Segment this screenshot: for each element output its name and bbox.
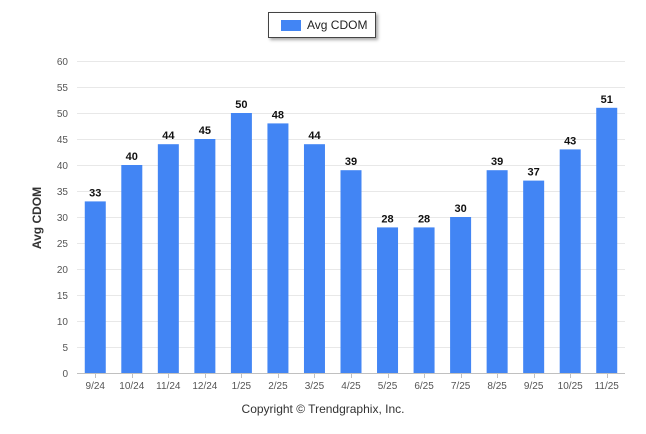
- x-tick-label: 10/25: [558, 381, 583, 392]
- x-tick-label: 5/25: [378, 381, 398, 392]
- y-tick-label: 35: [57, 187, 69, 198]
- legend-swatch: [281, 20, 301, 31]
- x-tick-label: 11/25: [595, 381, 620, 392]
- bar: [303, 144, 325, 373]
- data-label: 44: [308, 130, 321, 142]
- bar: [559, 149, 581, 373]
- x-tick-label: 7/25: [451, 381, 471, 392]
- y-tick-label: 30: [57, 213, 69, 224]
- y-tick-label: 50: [57, 109, 69, 120]
- data-label: 37: [528, 167, 540, 179]
- y-tick-label: 15: [57, 291, 69, 302]
- legend-label: Avg CDOM: [307, 18, 368, 32]
- y-tick-label: 10: [57, 317, 69, 328]
- x-tick-label: 11/24: [156, 381, 181, 392]
- y-axis-ticks: 0 5 10 15 20 25 30 35 40 45 50 55 60: [57, 57, 69, 380]
- bar: [486, 170, 508, 373]
- legend[interactable]: Avg CDOM: [268, 12, 376, 38]
- data-labels: 33 40 44 45 50 48 44 39 28 28 30 39 37 43 51: [89, 94, 613, 226]
- y-axis-label: Avg CDOM: [30, 186, 44, 250]
- x-tick-label: 10/24: [119, 381, 144, 392]
- data-label: 44: [162, 130, 175, 142]
- y-tick-label: 60: [57, 57, 69, 68]
- data-label: 51: [601, 94, 613, 106]
- data-label: 30: [454, 203, 466, 215]
- y-tick-label: 55: [57, 83, 69, 94]
- bar: [230, 113, 252, 373]
- data-label: 28: [381, 213, 393, 225]
- x-tick-label: 9/25: [524, 381, 544, 392]
- bar: [157, 144, 179, 373]
- bar: [194, 139, 216, 373]
- x-tick-label: 1/25: [232, 381, 252, 392]
- x-tick-label: 3/25: [305, 381, 325, 392]
- x-tick-label: 9/24: [86, 381, 106, 392]
- y-tick-label: 45: [57, 135, 69, 146]
- data-label: 43: [564, 135, 576, 147]
- data-label: 50: [235, 99, 247, 111]
- bar: [84, 201, 106, 373]
- bar: [413, 227, 435, 373]
- data-label: 48: [272, 109, 284, 121]
- bar: [377, 227, 399, 373]
- data-label: 40: [126, 151, 138, 163]
- bar: [596, 107, 618, 374]
- x-axis-ticks: 9/24 10/24 11/24 12/24 1/25 2/25 3/25 4/25 5/25 6…: [86, 373, 620, 392]
- x-tick-label: 2/25: [268, 381, 288, 392]
- x-tick-label: 6/25: [414, 381, 434, 392]
- data-label: 28: [418, 213, 430, 225]
- bar: [340, 170, 362, 373]
- y-tick-label: 5: [62, 343, 68, 354]
- x-tick-label: 8/25: [487, 381, 507, 392]
- bar: [450, 217, 472, 373]
- copyright-text: Copyright © Trendgraphix, Inc.: [241, 402, 405, 416]
- data-label: 39: [345, 156, 357, 168]
- y-tick-label: 25: [57, 239, 69, 250]
- bars: [84, 107, 618, 374]
- bar: [121, 165, 143, 373]
- y-tick-label: 40: [57, 161, 69, 172]
- x-tick-label: 12/24: [192, 381, 217, 392]
- x-tick-label: 4/25: [341, 381, 361, 392]
- bar: [523, 180, 545, 373]
- data-label: 45: [199, 125, 211, 137]
- data-label: 33: [89, 187, 101, 199]
- y-tick-label: 0: [62, 369, 68, 380]
- bar: [267, 123, 289, 374]
- y-tick-label: 20: [57, 265, 69, 276]
- data-label: 39: [491, 156, 503, 168]
